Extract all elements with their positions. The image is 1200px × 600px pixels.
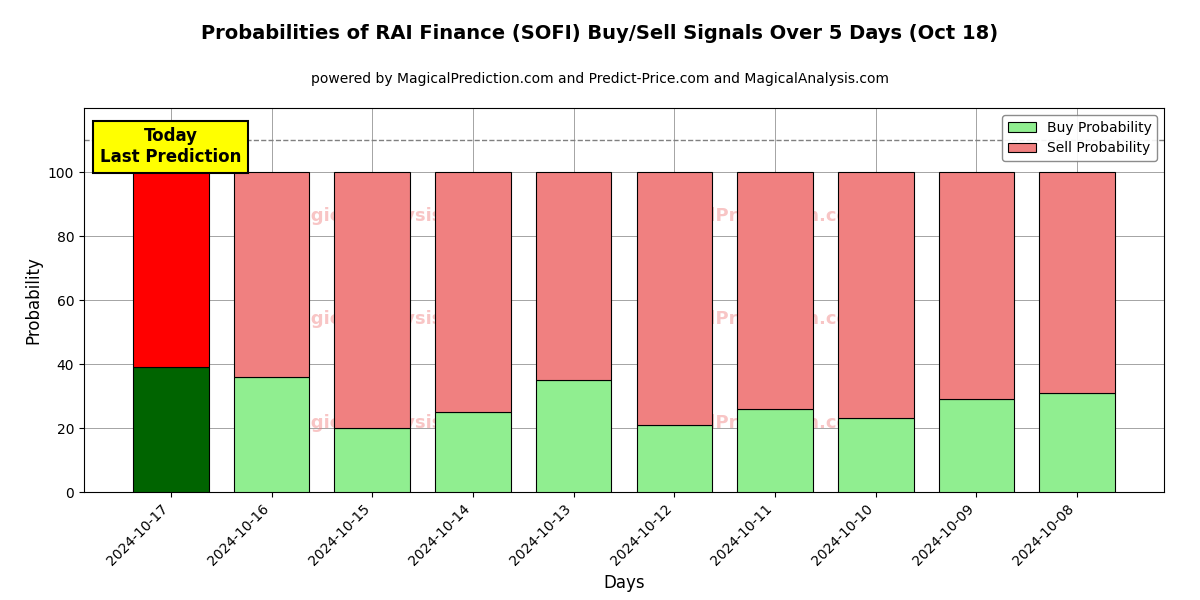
Bar xyxy=(636,172,712,425)
Text: Probabilities of RAI Finance (SOFI) Buy/Sell Signals Over 5 Days (Oct 18): Probabilities of RAI Finance (SOFI) Buy/… xyxy=(202,24,998,43)
Text: Today
Last Prediction: Today Last Prediction xyxy=(100,127,241,166)
Text: MagicalAnalysis.com: MagicalAnalysis.com xyxy=(282,206,491,224)
Bar xyxy=(838,418,913,492)
Text: MagicalAnalysis.com: MagicalAnalysis.com xyxy=(282,310,491,328)
Bar xyxy=(234,172,310,377)
Legend: Buy Probability, Sell Probability: Buy Probability, Sell Probability xyxy=(1002,115,1157,161)
Bar xyxy=(133,172,209,367)
Bar xyxy=(335,428,410,492)
Bar xyxy=(938,172,1014,399)
Text: powered by MagicalPrediction.com and Predict-Price.com and MagicalAnalysis.com: powered by MagicalPrediction.com and Pre… xyxy=(311,72,889,86)
Text: MagicalAnalysis.com: MagicalAnalysis.com xyxy=(282,414,491,432)
Bar xyxy=(133,367,209,492)
Bar xyxy=(838,172,913,418)
Bar xyxy=(1039,172,1115,393)
Bar xyxy=(335,172,410,428)
Bar xyxy=(938,399,1014,492)
Bar xyxy=(234,377,310,492)
Text: MagicalPrediction.com: MagicalPrediction.com xyxy=(638,206,869,224)
Bar xyxy=(636,425,712,492)
Bar xyxy=(737,172,812,409)
Text: MagicalPrediction.com: MagicalPrediction.com xyxy=(638,310,869,328)
Bar xyxy=(1039,393,1115,492)
Y-axis label: Probability: Probability xyxy=(24,256,42,344)
Text: MagicalPrediction.com: MagicalPrediction.com xyxy=(638,414,869,432)
X-axis label: Days: Days xyxy=(604,574,644,592)
Bar xyxy=(436,172,511,412)
Bar xyxy=(536,380,612,492)
Bar xyxy=(536,172,612,380)
Bar xyxy=(737,409,812,492)
Bar xyxy=(436,412,511,492)
